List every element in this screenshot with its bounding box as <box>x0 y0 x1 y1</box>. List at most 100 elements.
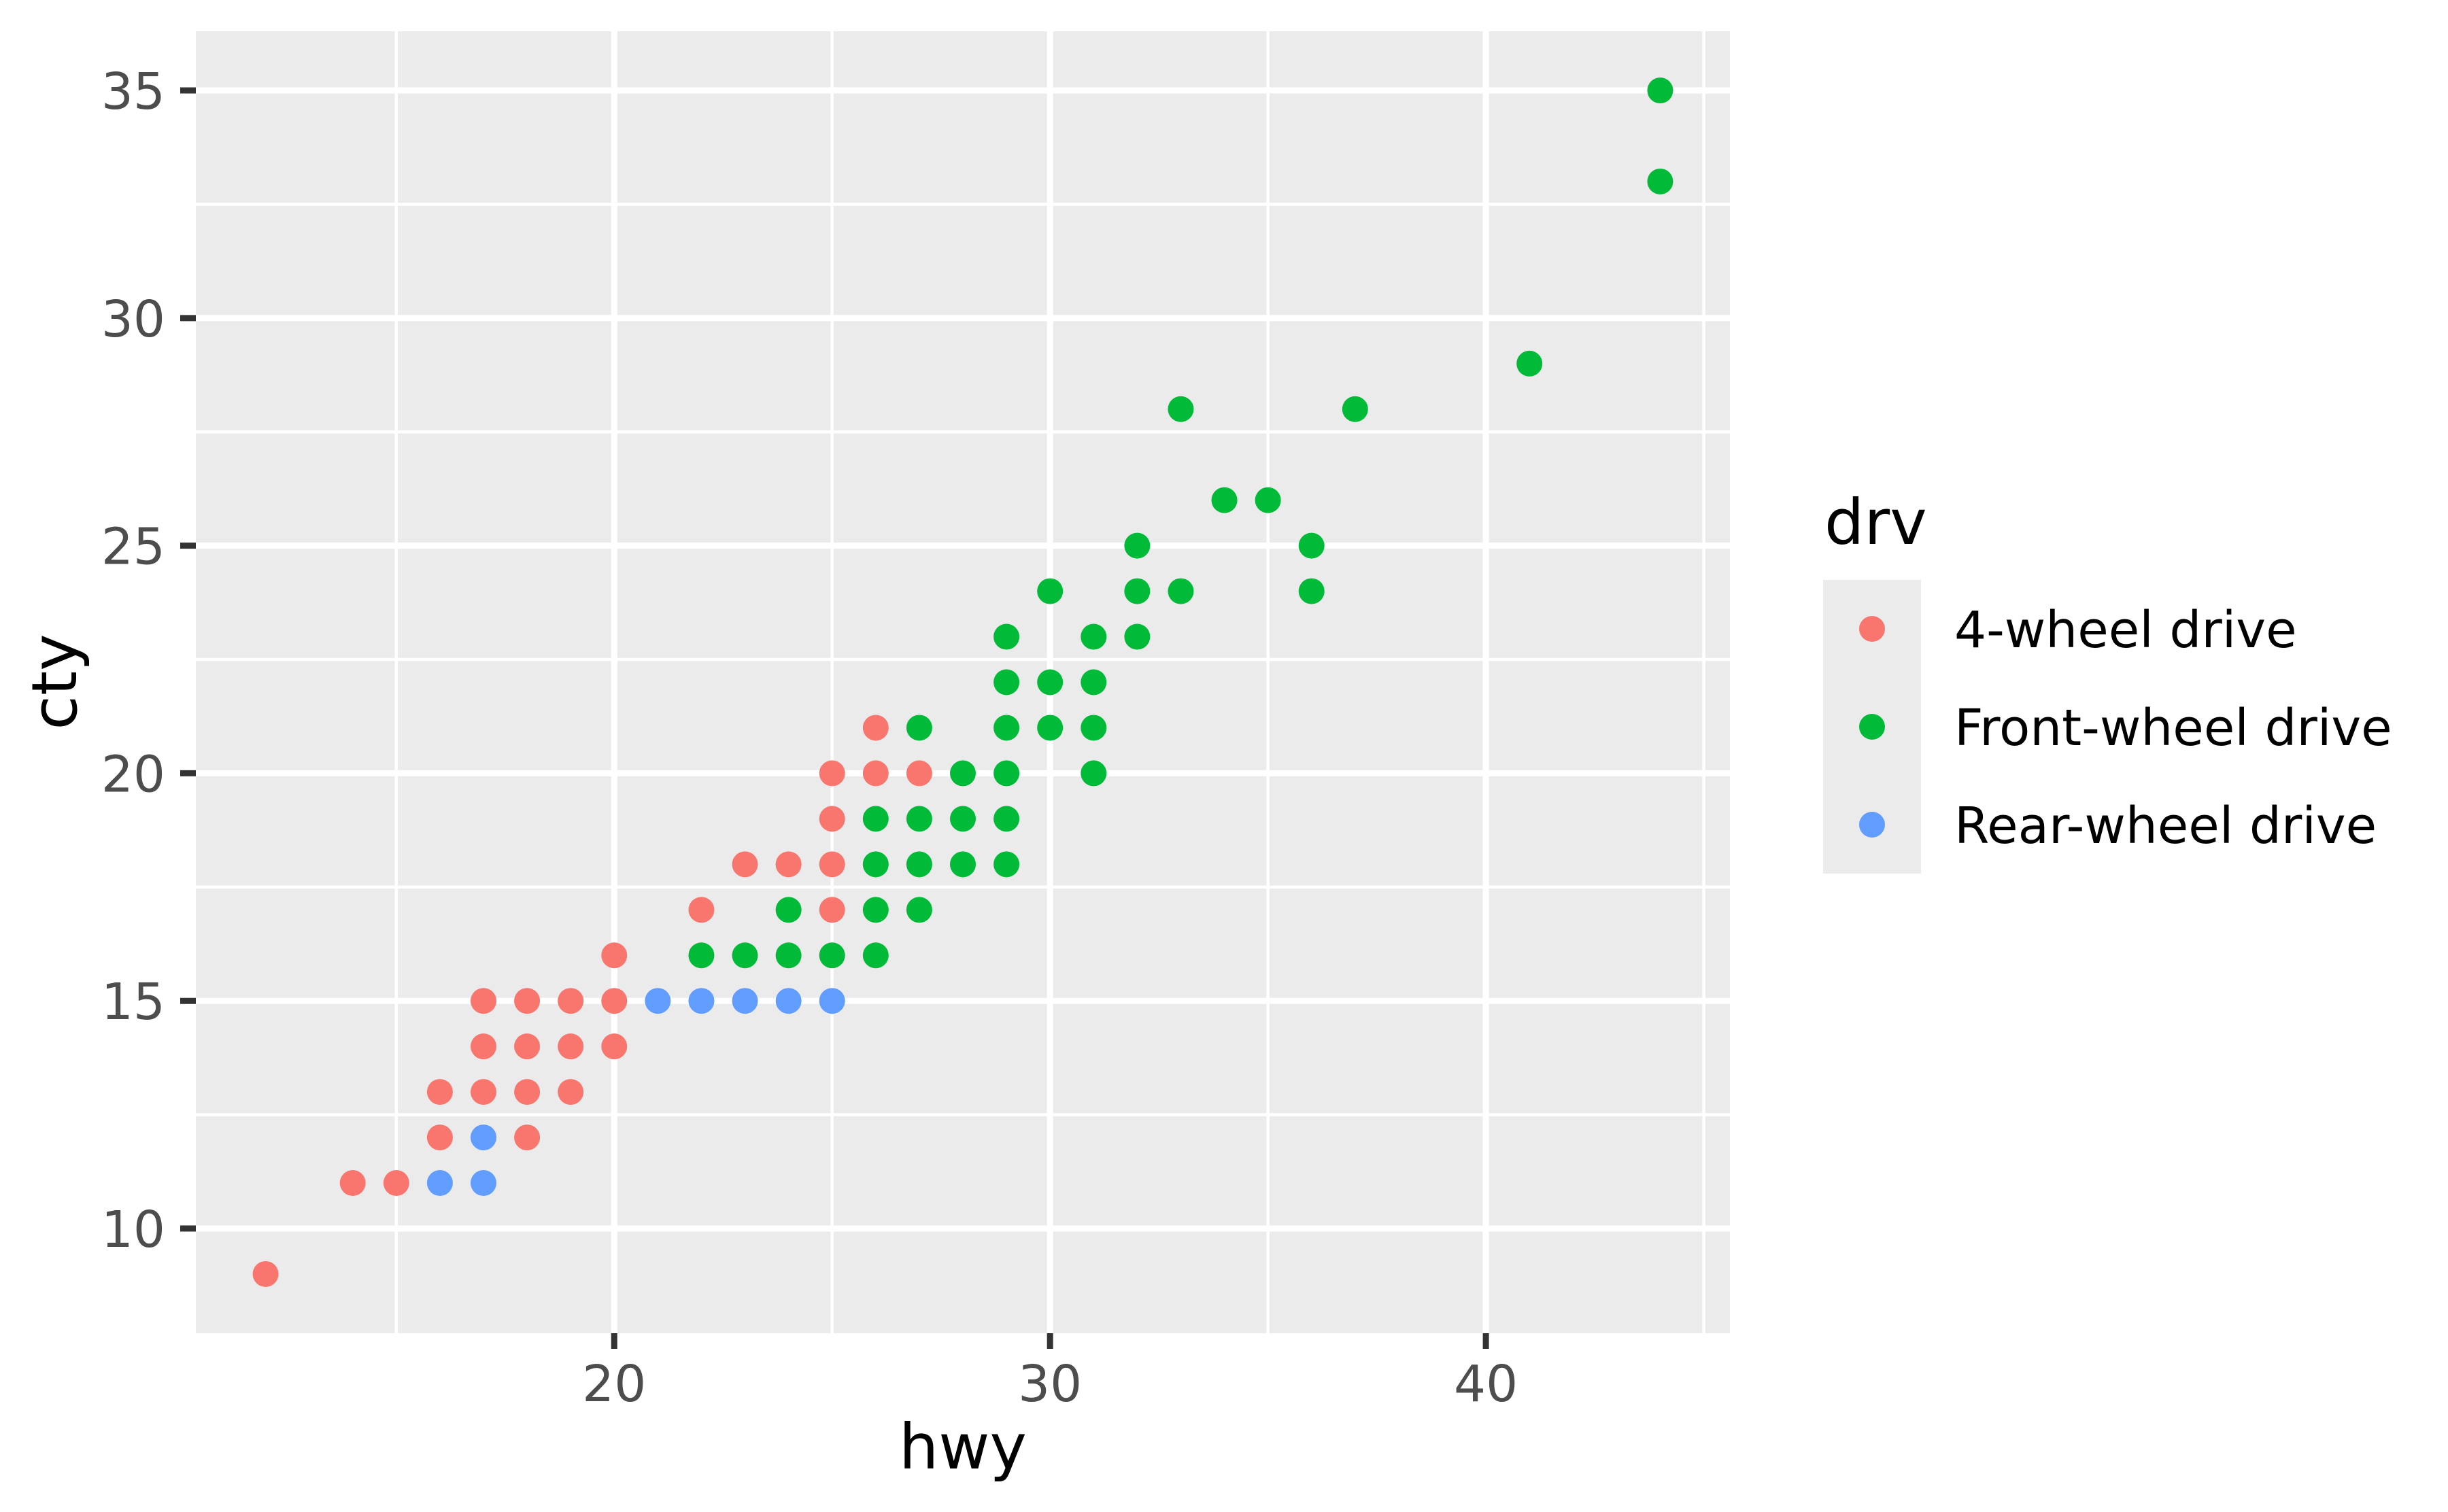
data-point <box>426 1170 453 1197</box>
data-point <box>688 897 715 923</box>
data-point <box>862 942 889 969</box>
legend-dot-icon <box>1859 812 1885 838</box>
data-point <box>1647 78 1673 104</box>
data-point <box>862 806 889 832</box>
data-point <box>514 1124 541 1151</box>
data-point <box>819 897 845 923</box>
data-point <box>906 806 932 832</box>
data-point <box>775 988 802 1014</box>
data-point <box>471 1124 496 1151</box>
data-point <box>688 988 715 1014</box>
data-point <box>558 1033 584 1060</box>
data-point <box>819 988 845 1014</box>
data-point <box>1211 487 1238 513</box>
data-point <box>862 851 889 878</box>
data-point <box>383 1170 409 1197</box>
data-point <box>993 715 1020 741</box>
data-point <box>558 988 584 1014</box>
data-point <box>471 1033 496 1060</box>
data-point <box>906 715 932 741</box>
data-point <box>645 988 671 1014</box>
data-point <box>993 760 1020 787</box>
data-point <box>993 669 1020 695</box>
data-point <box>514 988 541 1014</box>
x-tick-label: 30 <box>1018 1355 1082 1413</box>
data-point <box>471 988 496 1014</box>
data-point <box>1037 715 1064 741</box>
data-point <box>1168 396 1194 422</box>
y-tick-label: 15 <box>101 973 165 1031</box>
data-point <box>1647 168 1673 194</box>
data-point <box>426 1079 453 1105</box>
data-point <box>775 897 802 923</box>
data-point <box>1298 578 1325 604</box>
data-points <box>252 78 1673 1287</box>
y-tick-label: 35 <box>101 63 165 121</box>
legend-label: Rear-wheel drive <box>1954 797 2377 855</box>
data-point <box>1255 487 1281 513</box>
y-tick-label: 30 <box>101 290 165 349</box>
legend-dot-icon <box>1859 714 1885 740</box>
y-axis: 10 15 20 25 30 35 <box>101 63 196 1259</box>
legend-label: 4-wheel drive <box>1954 601 2297 659</box>
data-point <box>950 851 976 878</box>
legend-dot-icon <box>1859 616 1885 642</box>
data-point <box>906 760 932 787</box>
data-point <box>732 942 758 969</box>
data-point <box>1037 669 1064 695</box>
data-point <box>1037 578 1064 604</box>
data-point <box>1168 578 1194 604</box>
data-point <box>862 760 889 787</box>
legend-label: Front-wheel drive <box>1954 699 2392 757</box>
y-tick-label: 25 <box>101 518 165 577</box>
data-point <box>950 760 976 787</box>
data-point <box>732 988 758 1014</box>
data-point <box>775 942 802 969</box>
legend-item: 4-wheel drive <box>1859 601 2297 659</box>
x-tick-label: 40 <box>1454 1355 1518 1413</box>
data-point <box>732 851 758 878</box>
data-point <box>1124 532 1151 559</box>
data-point <box>775 851 802 878</box>
y-tick-label: 10 <box>101 1201 165 1259</box>
data-point <box>950 806 976 832</box>
data-point <box>1516 350 1543 377</box>
data-point <box>688 942 715 969</box>
data-point <box>993 851 1020 878</box>
data-point <box>993 623 1020 650</box>
x-axis: 20 30 40 <box>582 1333 1518 1413</box>
plot-panel <box>196 31 1730 1333</box>
data-point <box>862 897 889 923</box>
data-point <box>1081 623 1107 650</box>
legend: drv 4-wheel drive Front-wheel drive Rear-w… <box>1823 486 2392 874</box>
data-point <box>558 1079 584 1105</box>
data-point <box>471 1170 496 1197</box>
data-point <box>1124 578 1151 604</box>
data-point <box>1124 623 1151 650</box>
data-point <box>601 988 628 1014</box>
legend-item: Rear-wheel drive <box>1859 797 2377 855</box>
data-point <box>906 851 932 878</box>
legend-title: drv <box>1824 486 1927 559</box>
data-point <box>906 897 932 923</box>
data-point <box>819 760 845 787</box>
data-point <box>339 1170 366 1197</box>
data-point <box>514 1033 541 1060</box>
data-point <box>1342 396 1368 422</box>
data-point <box>426 1124 453 1151</box>
data-point <box>1081 760 1107 787</box>
data-point <box>819 942 845 969</box>
x-tick-label: 20 <box>582 1355 646 1413</box>
x-axis-title: hwy <box>899 1411 1027 1483</box>
y-axis-title: cty <box>18 634 91 729</box>
data-point <box>601 942 628 969</box>
data-point <box>1081 669 1107 695</box>
data-point <box>601 1033 628 1060</box>
y-tick-label: 20 <box>101 745 165 804</box>
data-point <box>514 1079 541 1105</box>
data-point <box>252 1260 279 1287</box>
data-point <box>862 715 889 741</box>
data-point <box>1298 532 1325 559</box>
data-point <box>471 1079 496 1105</box>
